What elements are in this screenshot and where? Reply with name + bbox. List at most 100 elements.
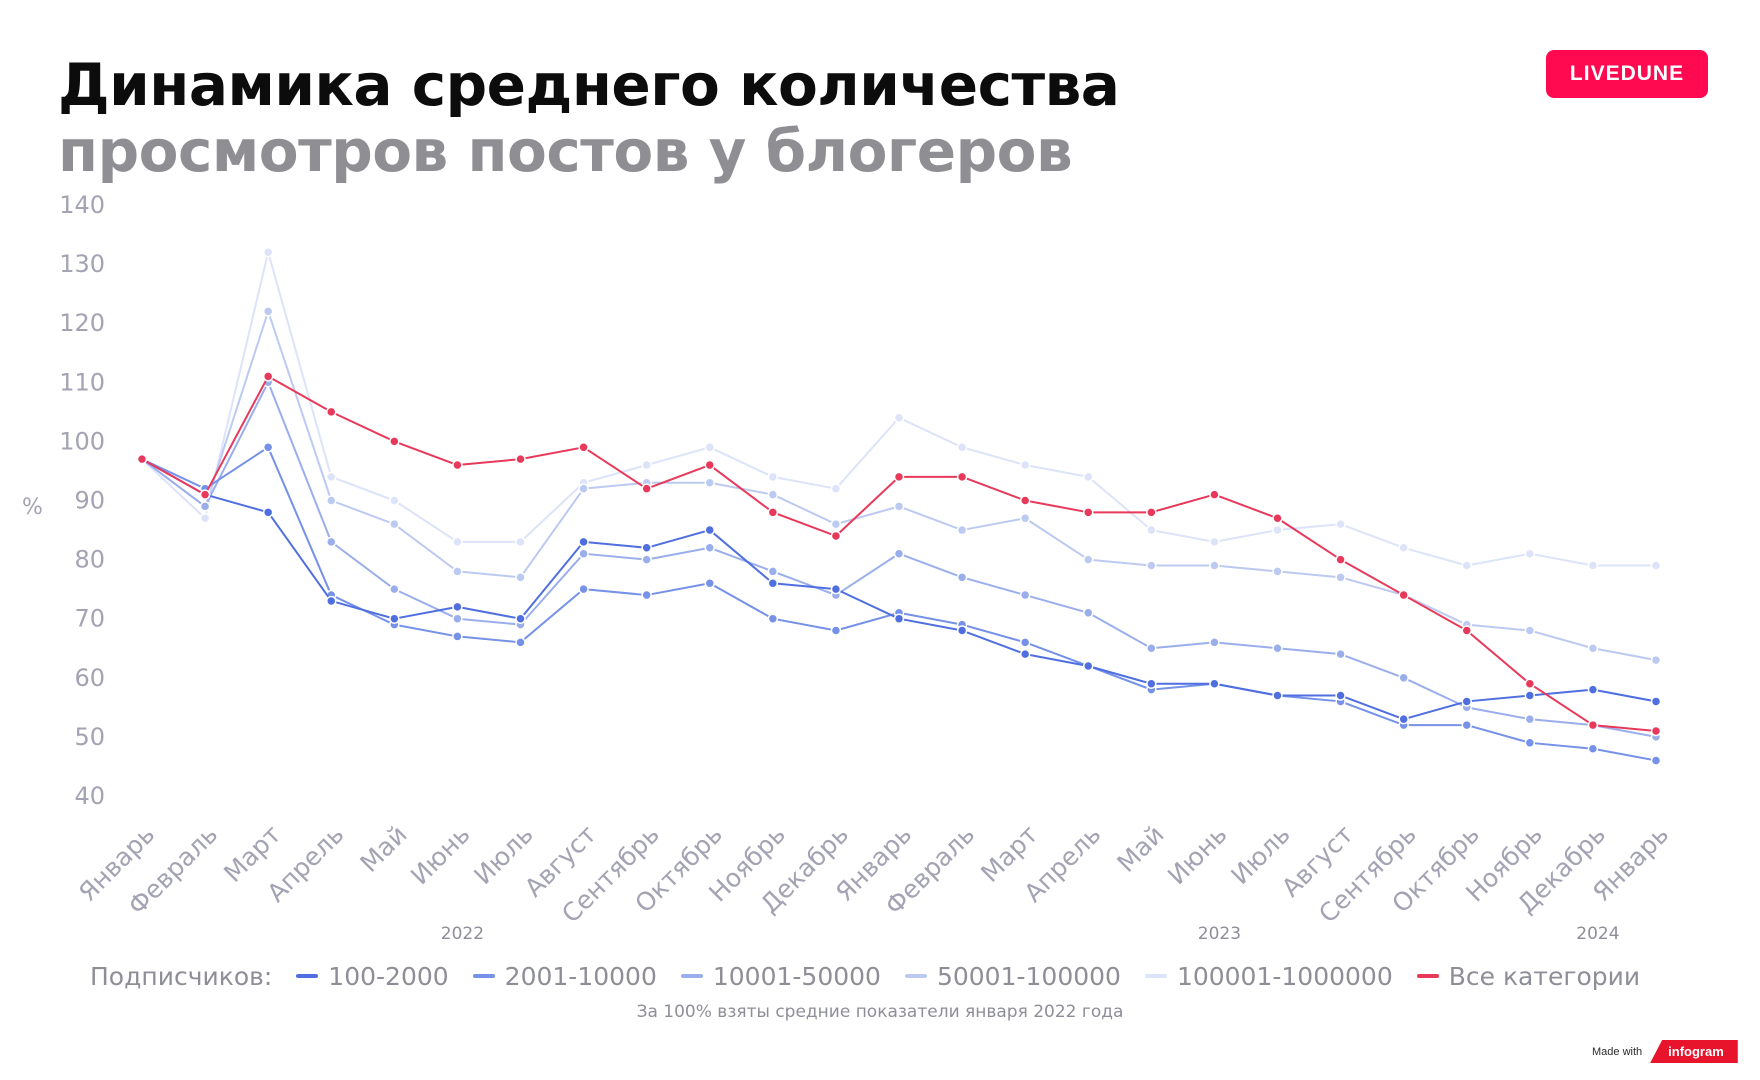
data-point [452,459,463,471]
y-tick-label: 80 [74,546,105,574]
data-point [389,583,400,595]
data-point [956,442,968,453]
data-point [830,483,842,494]
y-tick-label: 110 [59,368,105,396]
title-line-2: просмотров постов у блогеров [58,117,1073,185]
data-point [893,548,905,559]
data-point [515,572,526,583]
data-point [1398,713,1409,725]
data-point [262,442,274,453]
data-point [1272,524,1283,536]
data-point [1461,625,1472,636]
data-point [1335,518,1346,530]
data-point [1335,572,1346,583]
data-point [641,542,652,554]
data-point [515,536,526,548]
data-point [1019,512,1031,524]
made-with-infogram-badge[interactable]: Made with infogram [1592,1040,1738,1063]
y-tick-label: 100 [59,427,105,455]
data-point [704,524,715,536]
data-point [578,442,589,453]
data-point [641,554,652,565]
footnote: За 100% взяты средние показатели января … [636,1002,1124,1022]
data-point [199,501,211,512]
data-point [1524,625,1536,636]
data-point [1524,690,1536,701]
data-point [1083,507,1094,518]
data-point [1650,696,1662,707]
data-point [578,583,589,595]
data-point [1524,737,1536,749]
data-point [704,459,715,471]
year-label: 2024 [1576,924,1619,944]
data-point [515,613,526,624]
data-point [1083,607,1094,619]
data-point [389,613,400,624]
data-point [1019,459,1031,471]
data-point [326,471,337,483]
infogram-logo: infogram [1650,1040,1738,1063]
legend-label: Все категории [1448,961,1641,991]
y-tick-label: 130 [59,250,105,278]
data-point [1398,589,1409,601]
legend-item[interactable]: 100001-1000000 [1144,961,1393,991]
data-point [830,518,842,530]
data-point [893,501,905,512]
legend-swatch [904,974,927,978]
data-point [1209,678,1220,689]
data-point [1209,536,1220,548]
legend-item[interactable]: 50001-100000 [904,961,1121,991]
data-point [578,483,589,494]
data-point [956,524,968,536]
data-point [1524,678,1536,689]
data-point [262,306,274,317]
data-point [704,442,715,453]
data-point [641,459,652,471]
y-tick-label: 70 [74,605,105,633]
y-axis-label: % [22,495,43,520]
series-line [141,251,1656,567]
data-point [1019,637,1031,648]
legend-item[interactable]: 100-2000 [296,961,449,991]
legend-item[interactable]: Все категории [1416,961,1641,991]
legend-swatch [296,974,319,978]
data-point [452,613,463,624]
data-point [326,536,337,548]
data-point [1587,719,1599,731]
legend-label: 100001-1000000 [1176,961,1393,991]
data-point [767,489,779,500]
data-point [1587,643,1599,654]
data-point [452,601,463,613]
x-tick-label: Май [354,820,412,878]
year-label: 2022 [441,924,484,944]
data-point [1019,589,1031,601]
legend-label: 2001-10000 [504,961,657,991]
series-line [141,381,1657,738]
x-tick-label: Июнь [405,820,476,891]
legend-title: Подписчиков: [90,961,273,991]
y-tick-label: 120 [59,309,105,337]
data-point [1209,637,1220,648]
year-label: 2023 [1198,924,1241,944]
legend-label: 50001-100000 [936,961,1121,991]
data-point [262,507,274,518]
legend-item[interactable]: 10001-50000 [680,962,881,991]
series-line [141,446,1657,762]
data-point [1335,554,1346,565]
data-point [452,631,463,642]
data-point [1209,560,1220,571]
data-point [1272,690,1283,701]
y-tick-label: 40 [74,782,105,810]
data-point [578,536,589,548]
legend-item[interactable]: 2001-10000 [472,961,657,991]
data-point [1083,660,1094,672]
legend-label: 100-2000 [328,961,449,991]
data-point [767,613,779,624]
y-tick-label: 60 [74,664,105,692]
data-point [515,637,526,648]
legend-swatch [472,974,495,978]
livedune-logo[interactable]: LIVEDUNE [1546,50,1708,98]
data-point [704,477,715,489]
data-point [1650,755,1662,766]
data-point [1398,542,1409,554]
